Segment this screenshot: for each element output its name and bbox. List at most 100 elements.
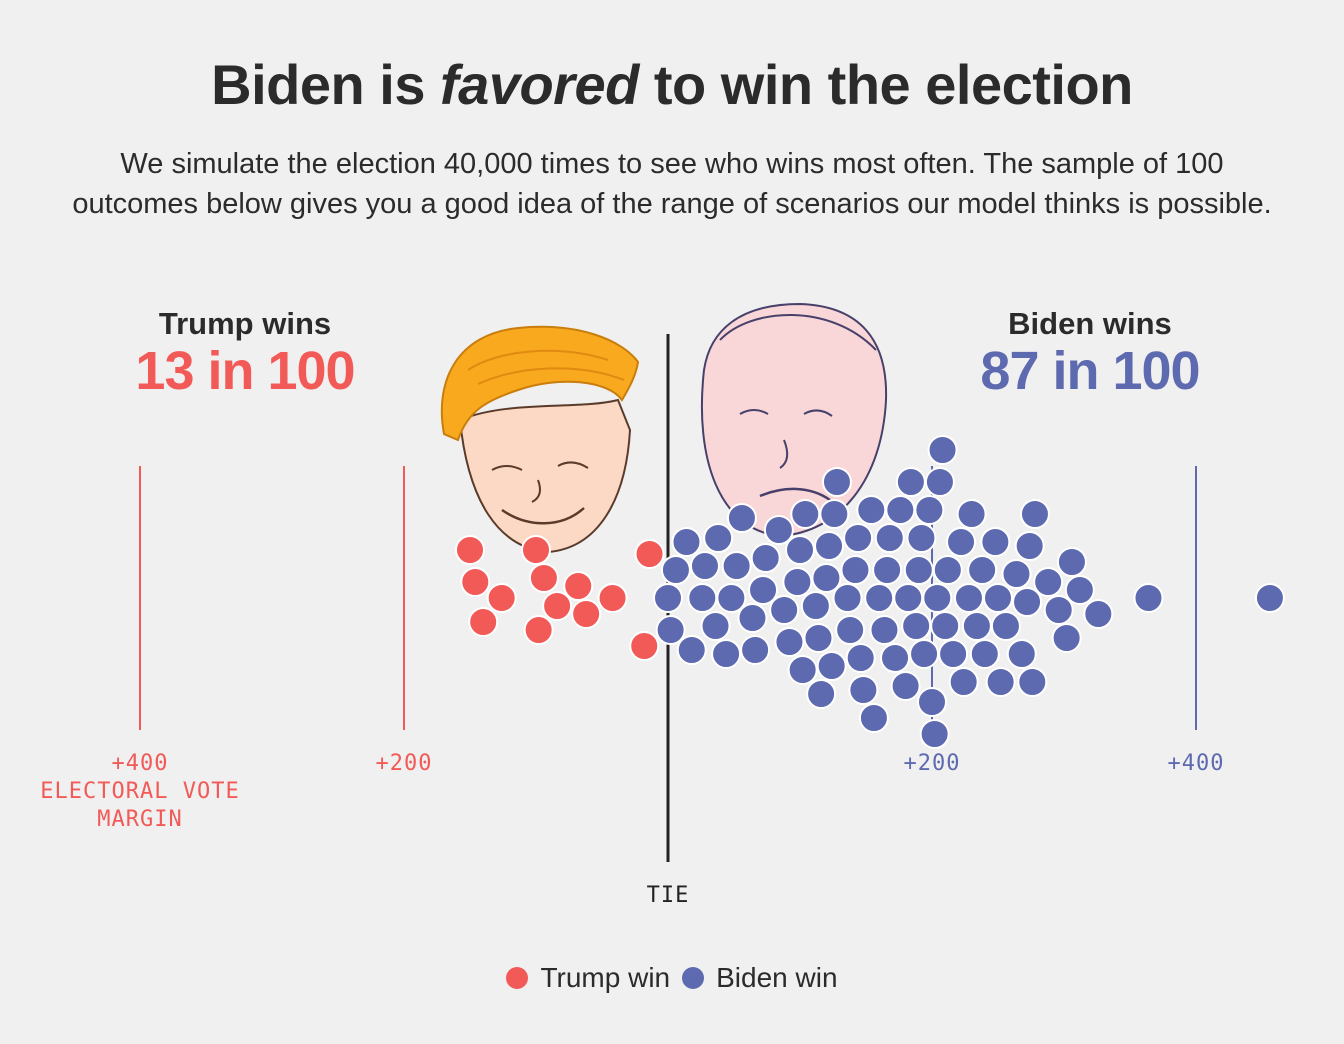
biden-win-dot-37 xyxy=(848,675,879,705)
tick-label-3: +400 xyxy=(1168,751,1225,776)
tie-label: TIE xyxy=(647,883,690,908)
legend-item-biden: Biden win xyxy=(682,962,838,994)
biden-win-dot-47 xyxy=(893,583,924,613)
biden-win-dot-14 xyxy=(740,635,771,665)
biden-odds: 87 in 100 xyxy=(980,341,1200,401)
trump-odds: 13 in 100 xyxy=(135,341,355,401)
biden-win-dot-28 xyxy=(814,531,845,561)
biden-win-dot-13 xyxy=(737,603,768,633)
biden-win-dot-9 xyxy=(711,639,742,669)
biden-win-dot-22 xyxy=(787,655,818,685)
biden-win-dot-71 xyxy=(985,667,1016,697)
biden-win-dot-10 xyxy=(716,583,747,613)
biden-win-dot-icon xyxy=(682,967,705,989)
biden-win-dot-39 xyxy=(858,703,889,733)
trump-win-dot-4 xyxy=(521,535,551,565)
trump-win-dot-5 xyxy=(523,615,554,645)
page-subtitle: We simulate the election 40,000 times to… xyxy=(72,148,1272,220)
biden-win-dot-83 xyxy=(1064,575,1095,605)
biden-win-dot-61 xyxy=(938,639,969,669)
biden-win-dot-77 xyxy=(1017,667,1048,697)
trump-win-dot-0 xyxy=(455,535,485,565)
biden-win-dot-19 xyxy=(774,627,805,657)
biden-win-dot-17 xyxy=(763,515,794,545)
biden-win-dot-4 xyxy=(676,635,707,665)
biden-win-dot-1 xyxy=(655,615,686,645)
biden-win-dot-76 xyxy=(1014,531,1045,561)
biden-win-dot-43 xyxy=(874,523,905,553)
trump-win-dot-3 xyxy=(486,583,517,613)
legend-item-trump: Trump win xyxy=(506,962,670,994)
labels-layer: +400 +200 +200 +400 ELECTORAL VOTE MARGIN TIE xyxy=(40,751,1225,908)
biden-win-dot-41 xyxy=(869,615,900,645)
tick-label-0: +400 xyxy=(112,751,169,776)
dots-layer xyxy=(455,435,1285,749)
biden-win-dot-81 xyxy=(1051,623,1082,653)
trump-win-dot-1 xyxy=(460,567,491,597)
biden-win-dot-59 xyxy=(930,611,961,641)
biden-win-dot-73 xyxy=(1001,559,1032,589)
biden-win-dot-2 xyxy=(660,555,691,585)
trump-win-dot-11 xyxy=(629,631,660,661)
page-title: Biden is favored to win the election xyxy=(0,52,1344,117)
biden-win-dot-27 xyxy=(811,563,842,593)
biden-win-dot-65 xyxy=(956,499,987,529)
biden-win-dot-63 xyxy=(948,667,979,697)
x-axis-label-line-1: ELECTORAL VOTE xyxy=(40,779,239,804)
biden-win-dot-33 xyxy=(835,615,866,645)
biden-win-dot-67 xyxy=(967,555,998,585)
title-pre: Biden is xyxy=(211,53,441,116)
biden-win-dot-62 xyxy=(946,527,977,557)
biden-win-dot-51 xyxy=(906,523,937,553)
biden-win-dot-3 xyxy=(671,527,702,557)
biden-win-dot-74 xyxy=(1006,639,1037,669)
biden-win-dot-23 xyxy=(790,499,821,529)
biden-win-dot-53 xyxy=(914,495,945,525)
biden-win-dot-15 xyxy=(748,575,779,605)
biden-win-dot-25 xyxy=(803,623,834,653)
biden-win-dot-54 xyxy=(917,687,947,717)
biden-win-dot-11 xyxy=(721,551,752,581)
biden-win-dot-6 xyxy=(689,551,720,581)
biden-win-dot-38 xyxy=(856,495,887,525)
x-axis-label-line-2: MARGIN xyxy=(97,807,182,832)
biden-win-dot-58 xyxy=(927,435,958,465)
biden-win-dot-82 xyxy=(1056,547,1087,577)
legend: Trump win Biden win xyxy=(0,962,1344,994)
biden-win-dot-40 xyxy=(864,583,895,613)
biden-win-dot-55 xyxy=(919,719,950,749)
trump-portrait xyxy=(440,325,640,554)
biden-win-dot-48 xyxy=(895,467,926,497)
biden-win-dot-78 xyxy=(1019,499,1050,529)
biden-portrait xyxy=(700,302,888,538)
biden-win-dot-68 xyxy=(969,639,1000,669)
biden-win-dot-0 xyxy=(653,583,683,613)
biden-win-dot-34 xyxy=(840,555,871,585)
biden-win-dot-75 xyxy=(1012,587,1043,617)
biden-win-dot-36 xyxy=(845,643,876,673)
biden-win-dot-46 xyxy=(890,671,921,701)
trump-win-dot-10 xyxy=(597,583,628,613)
biden-win-dot-60 xyxy=(932,555,963,585)
biden-win-dot-44 xyxy=(880,643,911,673)
biden-win-dot-7 xyxy=(700,611,731,641)
tick-label-1: +200 xyxy=(376,751,433,776)
biden-win-dot-42 xyxy=(872,555,903,585)
biden-label: Biden wins xyxy=(1008,306,1172,341)
trump-win-dot-7 xyxy=(542,591,573,621)
biden-win-dot-8 xyxy=(703,523,734,553)
biden-win-dot-26 xyxy=(806,679,837,709)
biden-win-dot-66 xyxy=(961,611,992,641)
biden-win-dot-5 xyxy=(687,583,718,613)
legend-label-trump: Trump win xyxy=(540,962,671,993)
biden-win-dot-18 xyxy=(769,595,800,625)
biden-win-dot-56 xyxy=(922,583,953,613)
legend-label-biden: Biden win xyxy=(716,962,838,993)
biden-win-dot-35 xyxy=(843,523,874,553)
tick-label-2: +200 xyxy=(904,751,961,776)
biden-win-dot-29 xyxy=(816,651,847,681)
trump-win-dot-2 xyxy=(468,607,499,637)
trump-win-dot-icon xyxy=(506,967,529,989)
